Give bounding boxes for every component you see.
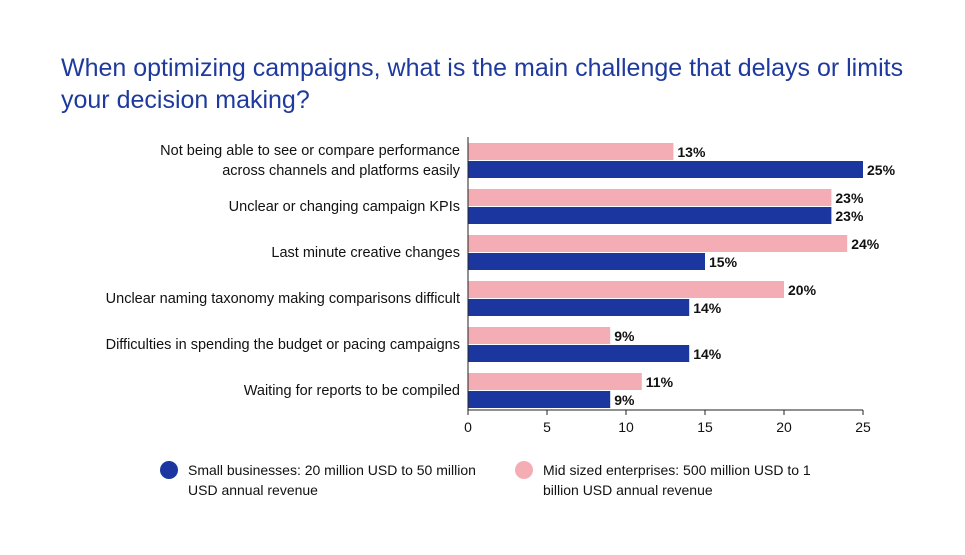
legend-label-small-businesses: Small businesses: 20 million USD to 50 m… bbox=[188, 462, 476, 498]
category-label-1: Unclear or changing campaign KPIs bbox=[229, 197, 460, 217]
category-label-line: Last minute creative changes bbox=[271, 244, 460, 261]
bar-mid-sized-0 bbox=[468, 143, 674, 160]
x-tick-label-0: 0 bbox=[464, 419, 472, 435]
data-label-mid-sized-0: 13% bbox=[677, 144, 706, 160]
category-label-line: Difficulties in spending the budget or p… bbox=[105, 336, 460, 353]
category-label-2: Last minute creative changes bbox=[271, 243, 460, 263]
data-label-small-businesses-4: 14% bbox=[693, 346, 722, 362]
bar-mid-sized-2 bbox=[468, 235, 848, 252]
data-label-small-businesses-3: 14% bbox=[693, 300, 722, 316]
data-label-mid-sized-2: 24% bbox=[851, 236, 880, 252]
bar-small-businesses-4 bbox=[468, 345, 690, 362]
data-label-mid-sized-1: 23% bbox=[835, 190, 864, 206]
bar-small-businesses-3 bbox=[468, 299, 690, 316]
bar-mid-sized-3 bbox=[468, 281, 784, 298]
bar-small-businesses-1 bbox=[468, 207, 832, 224]
data-label-small-businesses-0: 25% bbox=[867, 162, 896, 178]
legend-swatch-small-businesses bbox=[160, 461, 178, 479]
data-label-mid-sized-3: 20% bbox=[788, 282, 817, 298]
data-label-mid-sized-5: 11% bbox=[646, 374, 674, 390]
bar-mid-sized-1 bbox=[468, 189, 832, 206]
category-label-line: Not being able to see or compare perform… bbox=[160, 142, 460, 159]
legend-item-mid-sized: Mid sized enterprises: 500 million USD t… bbox=[515, 460, 813, 500]
data-label-small-businesses-1: 23% bbox=[835, 208, 864, 224]
x-tick-label-15: 15 bbox=[697, 419, 713, 435]
bar-small-businesses-5 bbox=[468, 391, 611, 408]
x-tick-label-25: 25 bbox=[855, 419, 871, 435]
category-label-line: Waiting for reports to be compiled bbox=[243, 382, 460, 399]
bar-small-businesses-0 bbox=[468, 161, 863, 178]
category-label-0: Not being able to see or compare perform… bbox=[160, 141, 460, 181]
category-label-line: Unclear or changing campaign KPIs bbox=[228, 198, 460, 215]
chart-title: When optimizing campaigns, what is the m… bbox=[61, 54, 904, 114]
data-label-mid-sized-4: 9% bbox=[614, 328, 635, 344]
legend-label-mid-sized: Mid sized enterprises: 500 million USD t… bbox=[543, 462, 811, 498]
x-tick-label-5: 5 bbox=[543, 419, 551, 435]
legend-item-small-businesses: Small businesses: 20 million USD to 50 m… bbox=[160, 460, 478, 500]
data-label-small-businesses-2: 15% bbox=[709, 254, 738, 270]
bar-mid-sized-4 bbox=[468, 327, 611, 344]
category-label-line: across channels and platforms easily bbox=[222, 162, 460, 179]
category-label-3: Unclear naming taxonomy making compariso… bbox=[106, 289, 460, 309]
category-label-line: Unclear naming taxonomy making compariso… bbox=[105, 290, 460, 307]
category-label-4: Difficulties in spending the budget or p… bbox=[106, 335, 460, 355]
bar-small-businesses-2 bbox=[468, 253, 705, 270]
x-tick-label-10: 10 bbox=[618, 419, 634, 435]
x-tick-label-20: 20 bbox=[776, 419, 792, 435]
legend-swatch-mid-sized bbox=[515, 461, 533, 479]
bar-mid-sized-5 bbox=[468, 373, 642, 390]
data-label-small-businesses-5: 9% bbox=[614, 392, 635, 408]
category-label-5: Waiting for reports to be compiled bbox=[244, 381, 460, 401]
